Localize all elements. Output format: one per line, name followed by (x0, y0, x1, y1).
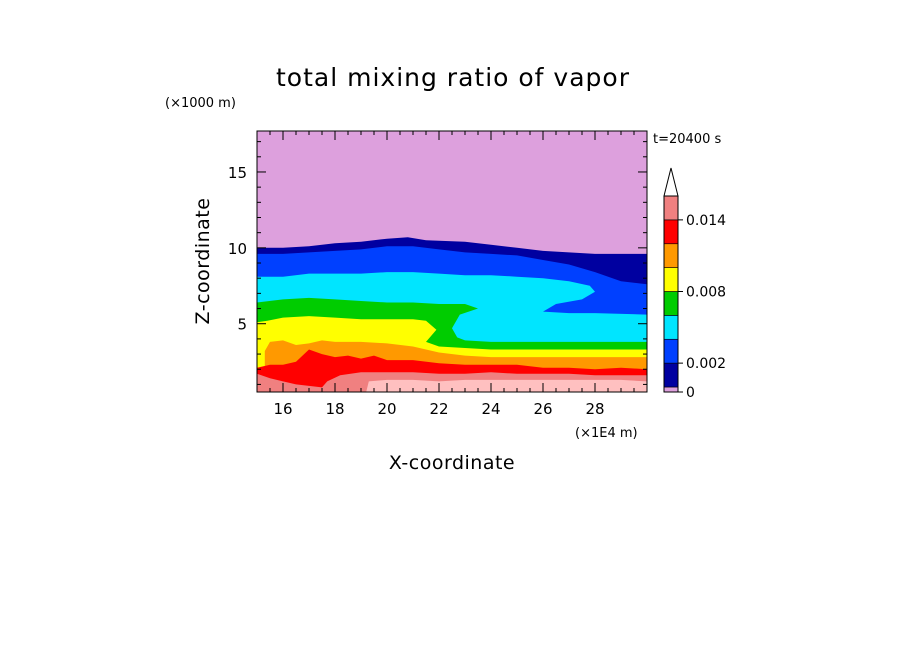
colorbar-label: 0.008 (686, 285, 726, 301)
y-axis-unit: (×1000 m) (165, 96, 236, 111)
contour-region-9 (366, 379, 647, 392)
y-axis-label: Z-coordinate (192, 198, 214, 325)
y-tick-label: 15 (228, 164, 247, 182)
colorbar-swatch-6 (663, 243, 679, 268)
colorbar-frame (663, 195, 679, 393)
colorbar-swatch-1 (663, 362, 679, 388)
colorbar-swatch-3 (663, 315, 679, 340)
chart-title: total mixing ratio of vapor (276, 63, 630, 92)
x-tick-label: 20 (377, 400, 396, 418)
x-tick-label: 26 (533, 400, 552, 418)
colorbar-swatch-7 (663, 219, 679, 245)
time-label: t=20400 s (653, 132, 721, 147)
y-tick-label: 10 (228, 240, 247, 258)
colorbar-extend-arrow (663, 167, 679, 197)
y-tick-label: 5 (237, 316, 247, 334)
x-tick-labels: 16 18 20 22 24 26 28 (273, 400, 604, 418)
colorbar-label: 0.002 (686, 356, 726, 372)
x-tick-label: 18 (325, 400, 344, 418)
x-tick-label: 28 (585, 400, 604, 418)
colorbar-label: 0.014 (686, 213, 726, 229)
contour-regions (257, 131, 647, 392)
colorbar-swatch-4 (663, 291, 679, 316)
colorbar-swatch-0 (663, 386, 679, 393)
colorbar: 0 0.002 0.008 0.014 (663, 167, 726, 401)
colorbar-swatch-8 (663, 195, 679, 221)
colorbar-label: 0 (686, 385, 695, 401)
x-axis-unit: (×1E4 m) (575, 426, 638, 441)
colorbar-swatch-5 (663, 267, 679, 292)
colorbar-swatch-2 (663, 338, 679, 364)
axis-ticks (256, 131, 648, 392)
y-tick-labels: 5 10 15 (228, 164, 247, 334)
x-tick-label: 16 (273, 400, 292, 418)
x-tick-label: 24 (481, 400, 500, 418)
x-axis-label: X-coordinate (389, 452, 515, 474)
x-tick-label: 22 (429, 400, 448, 418)
